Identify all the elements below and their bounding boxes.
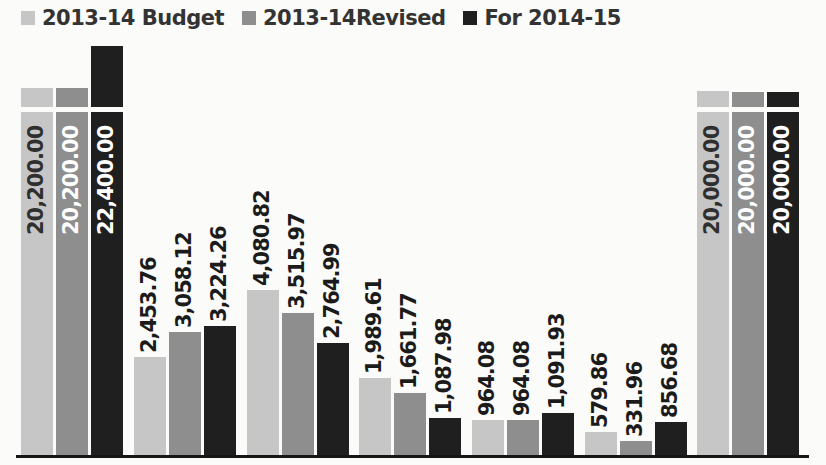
bar-value-label: 1,087.98 <box>434 318 455 414</box>
bar-value-label: 579.86 <box>590 353 611 428</box>
bar-value-label: 331.96 <box>625 362 646 437</box>
axis-break-stripe <box>90 107 124 112</box>
axis-break-stripe <box>20 107 54 112</box>
bar-value-label: 964.08 <box>477 341 498 416</box>
bar-s0-g6: 20,000.00 <box>697 91 729 455</box>
axis-break-stripe <box>766 107 800 112</box>
bar-s1-g3: 1,661.77 <box>394 393 426 455</box>
bar-value-label: 20,000.00 <box>772 126 793 235</box>
bar-s1-g4: 964.08 <box>507 420 539 455</box>
bar-value-label: 2,453.76 <box>139 257 160 353</box>
bar-value-label: 1,661.77 <box>399 293 420 389</box>
bar-s2-g4: 1,091.93 <box>542 413 574 455</box>
bar-value-label: 2,764.99 <box>322 243 343 339</box>
bar-value-label: 22,400.00 <box>96 126 117 235</box>
bar-value-label: 20,000.00 <box>737 126 758 235</box>
bar-s2-g1: 3,224.26 <box>204 326 236 455</box>
bar-s0-g1: 2,453.76 <box>134 357 166 455</box>
bar-value-label: 964.08 <box>512 341 533 416</box>
bar-s2-g5: 856.68 <box>655 422 687 455</box>
bar-s0-g5: 579.86 <box>585 432 617 455</box>
budget-bar-chart: 2013-14 Budget 2013-14Revised For 2014-1… <box>0 0 826 465</box>
bar-value-label: 20,000.00 <box>702 126 723 235</box>
bar-s2-g0: 22,400.00 <box>91 46 123 455</box>
plot-area: 20,200.00 2,453.76 4,080.82 1,989.61 964.08 5… <box>0 0 826 465</box>
bar-value-label: 20,200.00 <box>26 126 47 235</box>
bar-value-label: 3,224.26 <box>209 226 230 322</box>
bar-s2-g2: 2,764.99 <box>317 343 349 455</box>
bar-value-label: 4,080.82 <box>252 190 273 286</box>
bar-s0-g4: 964.08 <box>472 420 504 455</box>
axis-break-stripe <box>696 107 730 112</box>
bar-s1-g6: 20,000.00 <box>732 92 764 455</box>
bar-s1-g2: 3,515.97 <box>282 313 314 455</box>
bar-value-label: 3,058.12 <box>174 232 195 328</box>
bar-s1-g5: 331.96 <box>620 441 652 455</box>
bar-s1-g1: 3,058.12 <box>169 332 201 455</box>
bar-value-label: 1,989.61 <box>364 278 385 374</box>
axis-break-stripe <box>731 107 765 112</box>
bar-value-label: 20,200.00 <box>61 126 82 235</box>
bar-s0-g3: 1,989.61 <box>359 378 391 455</box>
bar-value-label: 856.68 <box>660 343 681 418</box>
x-axis-line <box>16 455 809 458</box>
bar-s1-g0: 20,200.00 <box>56 88 88 455</box>
axis-break-stripe <box>55 107 89 112</box>
bar-value-label: 3,515.97 <box>287 213 308 309</box>
bar-s2-g3: 1,087.98 <box>429 418 461 455</box>
bar-s0-g2: 4,080.82 <box>247 290 279 455</box>
bar-value-label: 1,091.93 <box>547 313 568 409</box>
bar-s0-g0: 20,200.00 <box>21 88 53 455</box>
bar-s2-g6: 20,000.00 <box>767 92 799 455</box>
